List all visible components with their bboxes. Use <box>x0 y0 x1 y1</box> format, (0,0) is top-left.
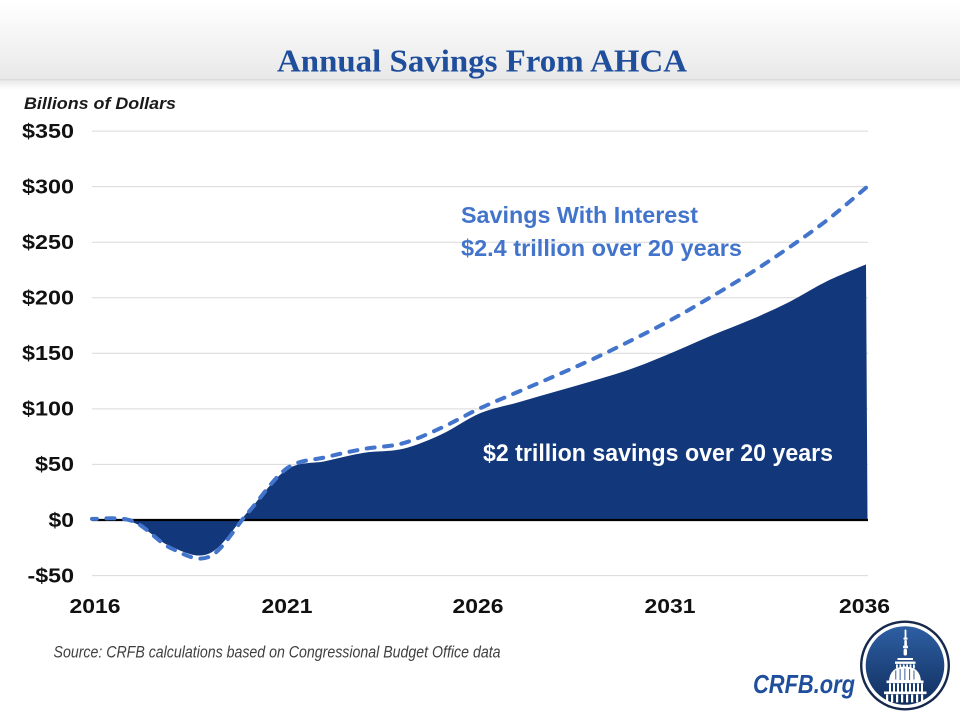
svg-text:$2 trillion savings over 20 ye: $2 trillion savings over 20 years <box>483 440 833 467</box>
svg-text:$50: $50 <box>35 453 74 476</box>
svg-text:$300: $300 <box>22 176 74 199</box>
svg-text:Source: CRFB calculations base: Source: CRFB calculations based on Congr… <box>54 643 501 662</box>
svg-text:$100: $100 <box>22 398 74 421</box>
svg-text:2016: 2016 <box>70 595 121 618</box>
svg-text:Annual Savings From AHCA: Annual Savings From AHCA <box>277 44 687 79</box>
svg-text:$2.4 trillion over 20 years: $2.4 trillion over 20 years <box>461 235 742 261</box>
svg-text:$250: $250 <box>22 231 74 254</box>
svg-text:2031: 2031 <box>645 595 696 618</box>
svg-text:$150: $150 <box>22 342 74 365</box>
svg-text:2026: 2026 <box>453 595 504 618</box>
svg-text:$350: $350 <box>22 120 74 143</box>
svg-text:2036: 2036 <box>839 595 890 618</box>
svg-text:CRFB.org: CRFB.org <box>753 669 855 699</box>
svg-text:Billions of Dollars: Billions of Dollars <box>24 94 176 113</box>
svg-text:$200: $200 <box>22 287 74 310</box>
svg-text:$0: $0 <box>49 509 75 532</box>
svg-text:2021: 2021 <box>262 595 313 618</box>
svg-text:Savings With Interest: Savings With Interest <box>461 202 698 228</box>
svg-text:-$50: -$50 <box>28 565 75 588</box>
